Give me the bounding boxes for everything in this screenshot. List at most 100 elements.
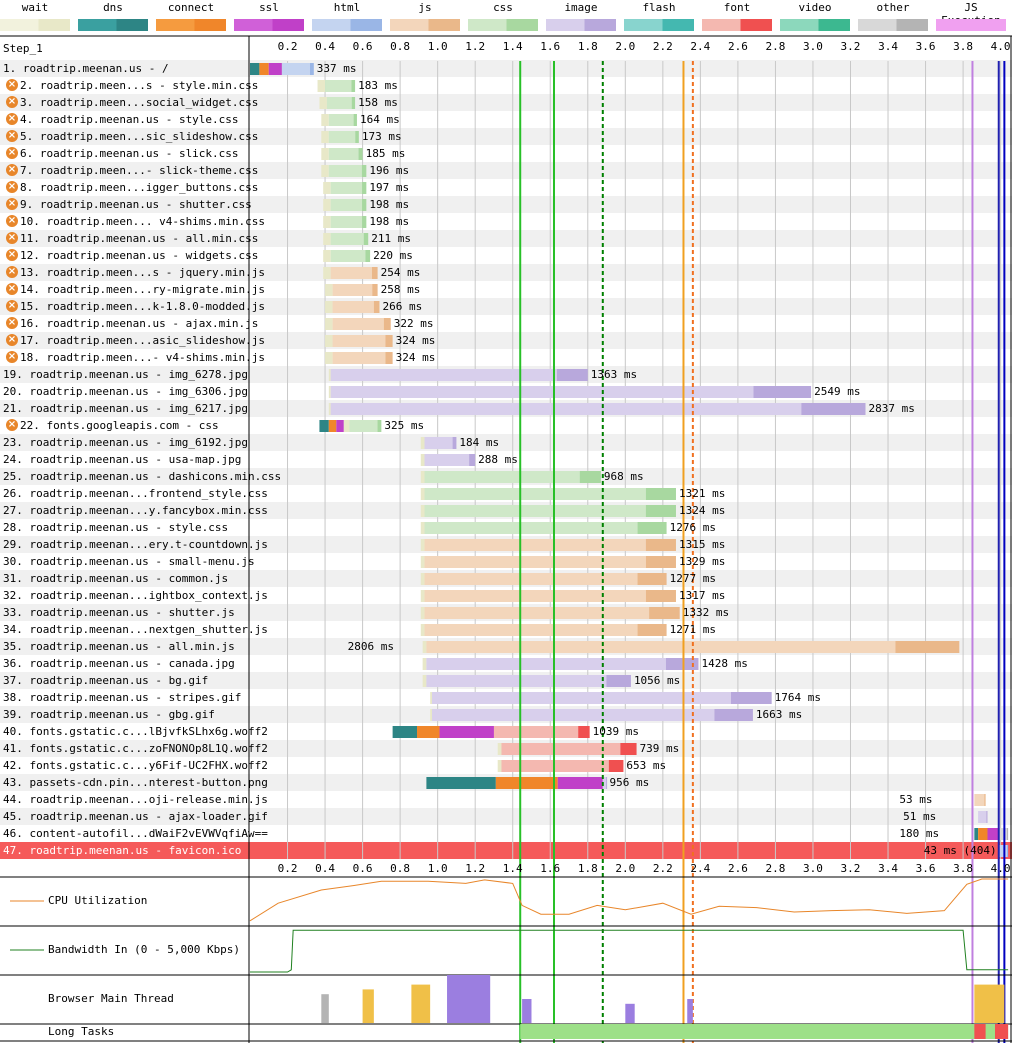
request-row[interactable]: 47. roadtrip.meenan.us - favicon.ico 43 m… bbox=[0, 842, 1012, 859]
request-row[interactable]: × 6. roadtrip.meenan.us - slick.css 185 ms bbox=[0, 145, 1012, 162]
request-row[interactable]: × 18. roadtrip.meen...- v4-shims.min.js 32… bbox=[0, 349, 1012, 366]
request-time: 1039 ms bbox=[592, 725, 639, 738]
request-row[interactable]: × 9. roadtrip.meenan.us - shutter.css 198 … bbox=[0, 196, 1012, 213]
request-row[interactable]: 39. roadtrip.meenan.us - gbg.gif 1663 ms bbox=[0, 706, 1012, 723]
request-time: 185 ms bbox=[365, 147, 406, 160]
request-row[interactable]: 19. roadtrip.meenan.us - img_6278.jpg 136… bbox=[0, 366, 1012, 383]
tick-label: 2.6 bbox=[727, 862, 748, 875]
tick-label: 3.0 bbox=[803, 862, 823, 875]
request-row[interactable]: 40. fonts.gstatic.c...lBjvfkSLhx6g.woff2… bbox=[0, 723, 1012, 740]
request-row[interactable]: 21. roadtrip.meenan.us - img_6217.jpg 283… bbox=[0, 400, 1012, 417]
request-bar-content-segment bbox=[351, 97, 356, 109]
request-row[interactable]: 1. roadtrip.meenan.us - / 337 ms bbox=[0, 60, 1012, 77]
row-background bbox=[0, 808, 1012, 825]
request-row[interactable]: 27. roadtrip.meenan...y.fancybox.min.css… bbox=[0, 502, 1012, 519]
legend-label: html bbox=[333, 1, 361, 14]
request-row[interactable]: 36. roadtrip.meenan.us - canada.jpg 1428 … bbox=[0, 655, 1012, 672]
request-bar-content-segment bbox=[608, 760, 624, 772]
request-row[interactable]: 41. fonts.gstatic.c...zoFNONOp8L1Q.woff2… bbox=[0, 740, 1012, 757]
request-row[interactable]: 24. roadtrip.meenan.us - usa-map.jpg 288 … bbox=[0, 451, 1012, 468]
request-bar-content-segment bbox=[351, 80, 356, 92]
request-row[interactable]: × 16. roadtrip.meenan.us - ajax.min.js 322… bbox=[0, 315, 1012, 332]
request-row[interactable]: × 4. roadtrip.meenan.us - style.css 164 ms bbox=[0, 111, 1012, 128]
row-background bbox=[0, 791, 1012, 808]
main-thread-activity bbox=[974, 984, 1005, 1023]
request-row[interactable]: × 3. roadtrip.meen...social_widget.css 158… bbox=[0, 94, 1012, 111]
request-label: 23. roadtrip.meenan.us - img_6192.jpg bbox=[3, 436, 249, 449]
request-row[interactable]: 44. roadtrip.meenan...oji-release.min.js… bbox=[0, 791, 1012, 808]
request-label: 33. roadtrip.meenan.us - shutter.js bbox=[3, 606, 235, 619]
request-row[interactable]: 20. roadtrip.meenan.us - img_6306.jpg 254… bbox=[0, 383, 1012, 400]
request-bar-wait-segment bbox=[325, 301, 333, 313]
request-row[interactable]: 37. roadtrip.meenan.us - bg.gif 1056 ms bbox=[0, 672, 1012, 689]
request-bar-download-segment bbox=[330, 199, 363, 211]
request-bar-download-segment bbox=[424, 556, 646, 568]
request-row[interactable]: 46. content-autofil...dWaiF2vEVWVqfiAw==… bbox=[0, 825, 1012, 842]
request-bar-content-segment bbox=[363, 233, 369, 245]
request-row[interactable]: × 7. roadtrip.meen...- slick-theme.css 196… bbox=[0, 162, 1012, 179]
request-row[interactable]: × 5. roadtrip.meen...sic_slideshow.css 173… bbox=[0, 128, 1012, 145]
request-row[interactable]: × 12. roadtrip.meenan.us - widgets.css 220… bbox=[0, 247, 1012, 264]
request-row[interactable]: 25. roadtrip.meenan.us - dashicons.min.c… bbox=[0, 468, 1012, 485]
tick-label: 3.6 bbox=[915, 40, 936, 53]
request-bar-wait-segment bbox=[328, 386, 331, 398]
tick-label: 3.6 bbox=[915, 862, 936, 875]
request-bar-wait-segment bbox=[422, 641, 427, 653]
request-time: 198 ms bbox=[369, 198, 410, 211]
request-row[interactable]: 38. roadtrip.meenan.us - stripes.gif 1764… bbox=[0, 689, 1012, 706]
tick-label: 2.4 bbox=[690, 40, 711, 53]
request-row[interactable]: × 13. roadtrip.meen...s - jquery.min.js 25… bbox=[0, 264, 1012, 281]
legend-swatch bbox=[780, 19, 850, 31]
request-row[interactable]: 45. roadtrip.meenan.us - ajax-loader.gif… bbox=[0, 808, 1012, 825]
request-row[interactable]: 42. fonts.gstatic.c...y6Fif-UC2FHX.woff2… bbox=[0, 757, 1012, 774]
request-bar-content-segment bbox=[645, 488, 676, 500]
request-row[interactable]: 31. roadtrip.meenan.us - common.js 1277 m… bbox=[0, 570, 1012, 587]
request-row[interactable]: 43. passets-cdn.pin...nterest-button.png… bbox=[0, 774, 1012, 791]
request-row[interactable]: × 15. roadtrip.meen...k-1.8.0-modded.js 26… bbox=[0, 298, 1012, 315]
request-time: 1276 ms bbox=[669, 521, 716, 534]
request-row[interactable]: 33. roadtrip.meenan.us - shutter.js 1332 … bbox=[0, 604, 1012, 621]
request-time: 51 ms bbox=[903, 810, 937, 823]
request-label: 14. roadtrip.meen...ry-migrate.min.js bbox=[20, 283, 266, 296]
request-label: 24. roadtrip.meenan.us - usa-map.jpg bbox=[3, 453, 242, 466]
request-bar-download-segment bbox=[330, 233, 364, 245]
request-bar-wait-segment bbox=[420, 488, 425, 500]
request-time: 1271 ms bbox=[669, 623, 716, 636]
request-bar-content-segment bbox=[358, 148, 363, 160]
row-background bbox=[0, 213, 1012, 230]
request-time: 1663 ms bbox=[755, 708, 803, 721]
request-row[interactable]: 30. roadtrip.meenan.us - small-menu.js 13… bbox=[0, 553, 1012, 570]
legend-item-video: video bbox=[780, 0, 850, 34]
request-label: 16. roadtrip.meenan.us - ajax.min.js bbox=[20, 317, 259, 330]
request-row[interactable]: × 2. roadtrip.meen...s - style.min.css 183… bbox=[0, 77, 1012, 94]
request-row[interactable]: × 10. roadtrip.meen... v4-shims.min.css 19… bbox=[0, 213, 1012, 230]
warning-icon: × bbox=[6, 181, 18, 193]
request-row[interactable]: × 14. roadtrip.meen...ry-migrate.min.js 25… bbox=[0, 281, 1012, 298]
legend-label: ssl bbox=[259, 1, 279, 14]
row-background bbox=[0, 434, 1012, 451]
request-row[interactable]: 28. roadtrip.meenan.us - style.css 1276 m… bbox=[0, 519, 1012, 536]
request-bar-content-segment bbox=[362, 216, 367, 228]
tick-label: 2.0 bbox=[615, 862, 636, 875]
request-bar-download-segment bbox=[424, 522, 638, 534]
warning-icon: × bbox=[6, 113, 18, 125]
request-row[interactable]: 26. roadtrip.meenan...frontend_style.css… bbox=[0, 485, 1012, 502]
request-time: 324 ms bbox=[395, 334, 436, 347]
request-bar-content-segment bbox=[373, 301, 380, 313]
tick-label: 1.6 bbox=[540, 40, 561, 53]
request-row[interactable]: 34. roadtrip.meenan...nextgen_shutter.js… bbox=[0, 621, 1012, 638]
request-row[interactable]: × 17. roadtrip.meen...asic_slideshow.js 32… bbox=[0, 332, 1012, 349]
request-label: 28. roadtrip.meenan.us - style.css bbox=[3, 521, 229, 534]
request-row[interactable]: 32. roadtrip.meenan...ightbox_context.js… bbox=[0, 587, 1012, 604]
request-row[interactable]: 23. roadtrip.meenan.us - img_6192.jpg 184… bbox=[0, 434, 1012, 451]
request-label: 21. roadtrip.meenan.us - img_6217.jpg bbox=[3, 402, 249, 415]
request-row[interactable]: × 11. roadtrip.meenan.us - all.min.css 211… bbox=[0, 230, 1012, 247]
request-bar-content-segment bbox=[578, 726, 590, 738]
request-bar-download-segment bbox=[424, 607, 650, 619]
request-row[interactable]: × 22. fonts.googleapis.com - css 325 ms bbox=[0, 417, 1012, 434]
request-row[interactable]: 35. roadtrip.meenan.us - all.min.js 2806 … bbox=[0, 638, 1012, 655]
request-bar-dns-segment bbox=[974, 828, 979, 840]
request-row[interactable]: 29. roadtrip.meenan...ery.t-countdown.js… bbox=[0, 536, 1012, 553]
request-row[interactable]: × 8. roadtrip.meen...igger_buttons.css 197… bbox=[0, 179, 1012, 196]
